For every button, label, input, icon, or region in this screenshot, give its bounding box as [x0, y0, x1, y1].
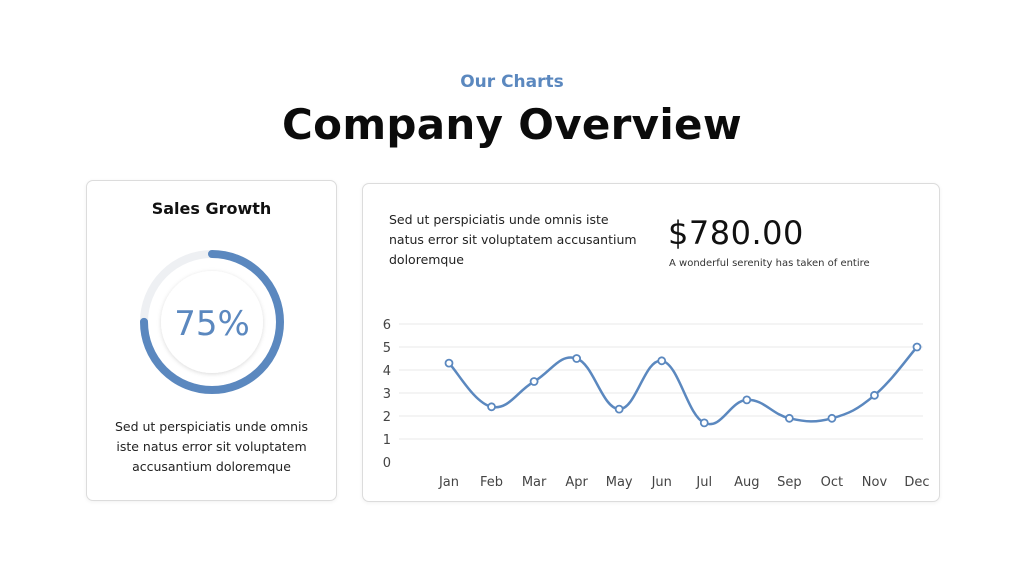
- series-line: [448, 346, 918, 426]
- sales-growth-card: Sales Growth 75% Sed ut perspiciatis und…: [86, 180, 337, 501]
- data-point: [912, 342, 922, 352]
- data-point: [742, 395, 752, 405]
- data-point: [444, 358, 454, 368]
- price-caption: A wonderful serenity has taken of entire: [669, 258, 870, 269]
- x-tick-label: Aug: [734, 475, 759, 490]
- y-tick-label: 1: [383, 433, 391, 448]
- gauge-inner-disc: [161, 271, 263, 373]
- eyebrow-label: Our Charts: [460, 72, 564, 92]
- data-point: [657, 356, 667, 366]
- x-tick-label: May: [606, 475, 633, 490]
- data-point: [870, 390, 879, 400]
- y-tick-label: 4: [383, 364, 391, 379]
- x-tick-label: Apr: [565, 475, 588, 490]
- gauge-value: 75%: [174, 304, 250, 344]
- x-tick-label: Oct: [821, 475, 843, 490]
- data-point: [699, 418, 709, 428]
- y-tick-label: 3: [383, 387, 391, 402]
- x-tick-label: Dec: [904, 475, 929, 490]
- revenue-chart-card: Sed ut perspiciatis unde omnis iste natu…: [362, 183, 940, 502]
- x-tick-label: Jan: [438, 475, 459, 490]
- progress-gauge: 75%: [140, 250, 284, 394]
- x-tick-label: Nov: [862, 475, 888, 490]
- y-tick-label: 0: [383, 456, 391, 471]
- price-value: $780.00: [668, 214, 804, 252]
- page-title: Company Overview: [282, 100, 742, 149]
- y-tick-label: 6: [383, 318, 391, 333]
- data-point: [487, 402, 496, 412]
- x-tick-label: Mar: [522, 475, 547, 490]
- y-tick-label: 5: [383, 341, 391, 356]
- x-tick-label: Jul: [695, 475, 712, 490]
- data-point: [572, 354, 582, 363]
- gauge-arc: [140, 250, 284, 394]
- data-point: [784, 413, 794, 423]
- line-chart: 0 1 2 3 4 5 6 Jan Feb Mar Apr May Jun Jul Aug Sep Oct Nov…: [383, 318, 930, 490]
- x-tick-label: Jun: [651, 475, 672, 490]
- x-tick-label: Feb: [480, 475, 503, 490]
- x-tick-label: Sep: [777, 475, 802, 490]
- chart-description: Sed ut perspiciatis unde omnis iste natu…: [389, 212, 637, 267]
- data-point: [827, 413, 837, 423]
- sales-growth-description: Sed ut perspiciatis unde omnis iste natu…: [114, 419, 309, 474]
- sales-growth-title: Sales Growth: [151, 199, 272, 218]
- y-tick-label: 2: [383, 410, 391, 425]
- data-point: [614, 404, 624, 414]
- data-point: [529, 377, 539, 386]
